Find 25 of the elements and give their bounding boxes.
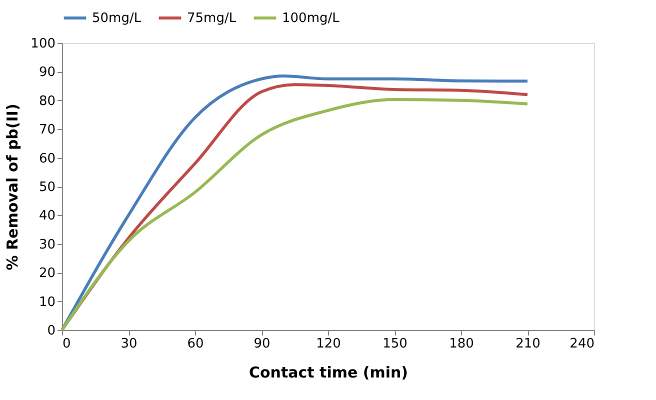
x-tick-label: 210 bbox=[516, 336, 540, 352]
legend-label: 50mg/L bbox=[92, 11, 142, 26]
y-tick-label: 30 bbox=[38, 237, 56, 252]
y-tick-label: 40 bbox=[38, 208, 56, 224]
y-tick-label: 100 bbox=[30, 36, 56, 52]
x-tick-label: 240 bbox=[570, 336, 594, 352]
x-tick-label: 30 bbox=[120, 336, 138, 352]
x-tick-label: 60 bbox=[187, 336, 204, 352]
y-tick-label: 80 bbox=[38, 94, 56, 109]
y-axis-title: % Removal of pb(II) bbox=[4, 104, 22, 270]
y-tick-label: 0 bbox=[47, 324, 56, 338]
x-tick-label: 180 bbox=[449, 336, 474, 352]
y-tick-label: 90 bbox=[38, 65, 56, 80]
y-tick-label: 50 bbox=[38, 180, 56, 195]
x-tick-label: 0 bbox=[62, 336, 71, 352]
y-tick-label: 10 bbox=[38, 294, 56, 310]
y-tick-label: 20 bbox=[38, 266, 56, 282]
legend-label: 75mg/L bbox=[187, 11, 237, 26]
x-axis-title: Contact time (min) bbox=[248, 364, 408, 382]
x-tick-label: 120 bbox=[316, 336, 341, 352]
legend-label: 100mg/L bbox=[282, 11, 340, 26]
x-tick-label: 150 bbox=[382, 336, 408, 352]
y-tick-label: 60 bbox=[38, 151, 56, 166]
x-tick-label: 90 bbox=[254, 336, 270, 352]
y-tick-label: 70 bbox=[38, 122, 56, 138]
